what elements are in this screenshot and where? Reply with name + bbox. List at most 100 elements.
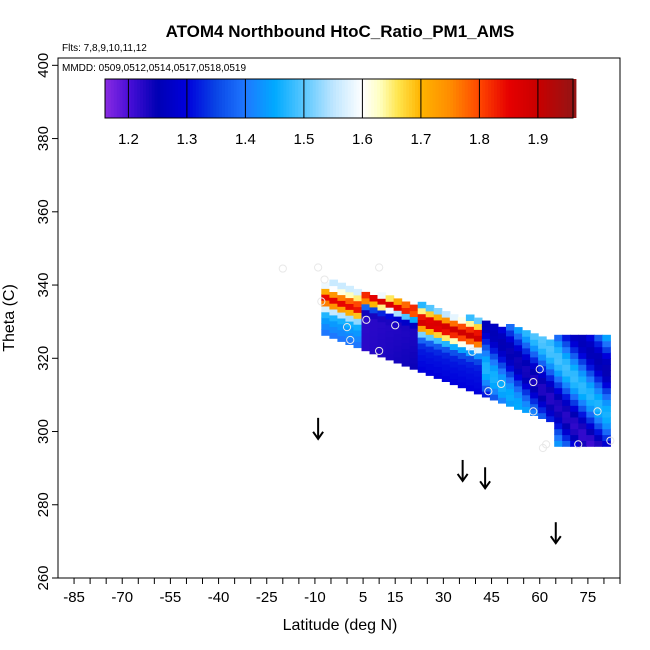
- heatmap-cell: [473, 341, 483, 348]
- heatmap-cell: [385, 312, 395, 320]
- heatmap-cell: [506, 335, 515, 343]
- colorbar-segment: [157, 79, 162, 118]
- heatmap-cell: [425, 322, 435, 329]
- heatmap-cell: [514, 338, 523, 346]
- heatmap-cell: [457, 346, 467, 353]
- heatmap-cell: [441, 358, 451, 365]
- heatmap-cell: [345, 285, 354, 293]
- heatmap-cell: [481, 373, 491, 380]
- heatmap-cell: [506, 329, 515, 337]
- heatmap-cell: [377, 327, 387, 334]
- heatmap-cell: [361, 303, 371, 311]
- heatmap-cell: [417, 342, 427, 350]
- x-tick-label: -25: [256, 589, 278, 606]
- colorbar-segment: [131, 79, 135, 118]
- heatmap-cell: [570, 352, 579, 359]
- heatmap-cell: [554, 375, 563, 383]
- colorbar-segment: [385, 79, 390, 118]
- heatmap-cell: [377, 339, 387, 346]
- colorbar-segment: [295, 79, 299, 118]
- heatmap-cell: [594, 411, 603, 418]
- heatmap-cell: [433, 337, 443, 344]
- heatmap-cell: [594, 440, 603, 447]
- heatmap-cell: [433, 354, 443, 362]
- heatmap-cell: [530, 339, 539, 346]
- colorbar-segment: [558, 79, 562, 118]
- colorbar-segment: [257, 79, 261, 118]
- heatmap-cell: [425, 340, 435, 347]
- colorbar-segment: [426, 79, 431, 118]
- x-tick-label: 15: [387, 589, 404, 606]
- heatmap-cell: [578, 387, 587, 395]
- colorbar-segment: [268, 79, 273, 118]
- heatmap-cell: [473, 382, 483, 389]
- colorbar-segment: [453, 79, 457, 118]
- heatmap-cell: [401, 336, 411, 344]
- heatmap-cell: [530, 386, 539, 393]
- heatmap-cell: [345, 303, 354, 310]
- colorbar-segment: [242, 79, 246, 118]
- colorbar-segment: [502, 79, 507, 118]
- heatmap-cell: [457, 334, 467, 342]
- heatmap-cell: [562, 334, 571, 342]
- heatmap-cell: [538, 377, 547, 384]
- heatmap-cell: [481, 326, 491, 333]
- heatmap-cell: [465, 355, 475, 362]
- heatmap-cell: [321, 282, 330, 289]
- y-tick-label: 260: [35, 565, 52, 590]
- heatmap-cell: [473, 387, 483, 395]
- heatmap-cell: [369, 295, 379, 302]
- dates-label: MMDD: 0509,0512,0514,0517,0518,0519: [62, 63, 246, 74]
- heatmap-cell: [321, 300, 330, 307]
- heatmap-cell: [377, 304, 387, 311]
- heatmap-cell: [602, 399, 611, 406]
- heatmap-cell: [369, 341, 379, 349]
- heatmap-cell: [401, 360, 411, 367]
- heatmap-cell: [602, 375, 611, 383]
- colorbar-segment: [262, 79, 267, 118]
- heatmap-cell: [522, 353, 531, 361]
- sample-point: [497, 379, 506, 389]
- heatmap-cell: [385, 301, 395, 308]
- colorbar-segment: [532, 79, 536, 118]
- heatmap-cell: [562, 352, 571, 359]
- heatmap-cell: [353, 318, 363, 325]
- heatmap-cell: [514, 362, 523, 369]
- heatmap-cell: [522, 341, 531, 349]
- heatmap-cell: [538, 348, 547, 355]
- plot-frame: [57, 57, 621, 579]
- colorbar-segment: [508, 79, 513, 118]
- heatmap-cell: [409, 304, 419, 312]
- heatmap-cell: [465, 314, 475, 321]
- heatmap-cell: [329, 308, 338, 316]
- heatmap-cell: [522, 359, 531, 366]
- heatmap-cell: [586, 334, 595, 342]
- heatmap-cell: [578, 416, 587, 424]
- heatmap-cell: [409, 322, 419, 329]
- colorbar-tick-label: 1.7: [410, 131, 431, 148]
- heatmap-cell: [369, 306, 379, 314]
- colorbar-segment: [245, 79, 249, 118]
- colorbar-segment: [429, 79, 434, 118]
- heatmap-cell: [473, 329, 483, 336]
- colorbar-segment: [300, 79, 305, 118]
- heatmap-cell: [530, 368, 539, 375]
- heatmap-cell: [473, 335, 483, 342]
- heatmap-cell: [570, 375, 579, 383]
- heatmap-cell: [417, 313, 427, 320]
- colorbar-segment: [496, 79, 501, 118]
- sample-markers: [278, 263, 615, 453]
- heatmap-cell: [377, 321, 387, 329]
- colorbar-segment: [210, 79, 214, 118]
- x-tick-label: -85: [63, 589, 85, 606]
- heatmap-cell: [385, 353, 395, 361]
- heatmap-cell: [473, 358, 483, 366]
- colorbar-segment: [420, 79, 425, 118]
- heatmap-cell: [361, 338, 371, 346]
- heatmap-cell: [514, 379, 523, 387]
- heatmap-cell: [602, 416, 611, 424]
- heatmap-cell: [417, 348, 427, 356]
- colorbar-segment: [186, 79, 191, 118]
- colorbar-tick-label: 1.4: [235, 131, 256, 148]
- heatmap-cell: [546, 392, 555, 399]
